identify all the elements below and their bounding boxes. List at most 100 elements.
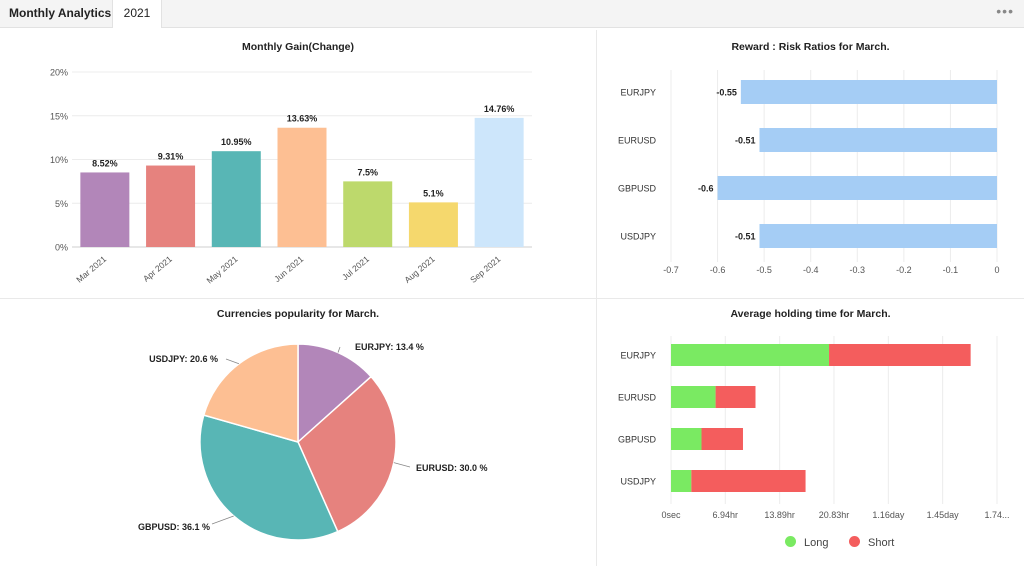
bar-data-label: -0.51 <box>735 232 756 242</box>
horizontal-divider <box>0 298 1024 299</box>
stacked-bar-segment <box>691 470 806 492</box>
bar <box>717 176 997 200</box>
bar <box>474 117 524 247</box>
pie-slice <box>297 375 397 533</box>
x-tick-label: 6.94hr <box>713 510 739 520</box>
tab-monthly-analytics[interactable]: Monthly Analytics <box>9 6 112 20</box>
bar-data-label: 7.5% <box>357 167 378 177</box>
pie-slice <box>297 343 373 444</box>
bar <box>408 202 458 247</box>
y-tick-label: 20% <box>50 68 68 78</box>
currency-popularity-panel: Currencies popularity for March. <box>0 299 596 567</box>
bar <box>343 181 393 247</box>
pie-leader-line <box>211 515 234 525</box>
legend-label-short: Short <box>868 537 895 549</box>
bar-data-label: 14.76% <box>484 104 515 114</box>
bar-data-label: -0.6 <box>698 184 714 194</box>
reward-risk-panel: Reward : Risk Ratios for March. <box>597 30 1024 298</box>
x-tick-label: -0.2 <box>896 265 912 275</box>
pie-slice <box>202 343 299 443</box>
bar <box>277 127 327 247</box>
bar-data-label: -0.51 <box>735 136 756 146</box>
reward-risk-chart: -0.7 -0.6 -0.5 -0.4 -0.3 -0.2 -0.1 0 EURJPY -0.55… <box>618 70 1000 275</box>
top-bar: Monthly Analytics 2021 ••• <box>0 0 1024 28</box>
currency-popularity-chart: EURJPY: 13.4 % EURUSD: 30.0 % GBPUSD: 36.1… <box>138 342 488 541</box>
x-tick-label: 20.83hr <box>819 510 850 520</box>
bar <box>759 224 997 248</box>
x-tick-label: Aug 2021 <box>402 254 437 285</box>
x-tick-label: 13.89hr <box>764 510 795 520</box>
bar <box>740 80 997 104</box>
bar <box>211 151 261 247</box>
x-tick-label: May 2021 <box>205 254 240 286</box>
stacked-bar-segment <box>701 428 743 450</box>
bar-data-label: 10.95% <box>221 137 252 147</box>
currency-popularity-title: Currencies popularity for March. <box>216 308 380 320</box>
legend-item-long[interactable]: Long <box>785 536 828 549</box>
y-tick-label: USDJPY <box>620 477 656 487</box>
x-tick-label: 0 <box>994 265 999 275</box>
x-tick-label: -0.3 <box>850 265 866 275</box>
stacked-bar-segment <box>671 428 702 450</box>
y-tick-label: EURJPY <box>620 351 656 361</box>
bar-data-label: -0.55 <box>716 88 737 98</box>
monthly-gain-title: Monthly Gain(Change) <box>242 41 354 53</box>
pie-data-label: USDJPY: 20.6 % <box>149 354 218 364</box>
y-tick-label: 10% <box>50 155 68 165</box>
x-tick-label: 1.74... <box>984 510 1009 520</box>
legend-dot-long <box>785 536 796 547</box>
x-tick-label: -0.7 <box>663 265 679 275</box>
stacked-bar-segment <box>671 386 716 408</box>
legend-item-short[interactable]: Short <box>849 536 894 549</box>
x-tick-label: -0.4 <box>803 265 819 275</box>
pie-slice <box>199 414 339 541</box>
pie-data-label: EURJPY: 13.4 % <box>355 342 424 352</box>
y-tick-label: EURUSD <box>618 136 657 146</box>
bar <box>146 165 196 247</box>
x-tick-label: Jun 2021 <box>272 254 305 284</box>
y-tick-label: GBPUSD <box>618 435 657 445</box>
reward-risk-title: Reward : Risk Ratios for March. <box>731 41 890 53</box>
holding-time-chart: 0sec 6.94hr 13.89hr 20.83hr 1.16day 1.45day 1.… <box>618 336 1010 520</box>
bar <box>80 172 130 247</box>
pie-leader-line <box>337 346 341 353</box>
monthly-gain-panel: Monthly Gain(Change) <box>0 30 596 298</box>
y-tick-label: GBPUSD <box>618 184 657 194</box>
pie-leader-line <box>225 358 240 365</box>
legend-dot-short <box>849 536 860 547</box>
legend-label-long: Long <box>804 537 829 549</box>
stacked-bar-segment <box>671 470 692 492</box>
more-dots-icon[interactable]: ••• <box>996 3 1014 19</box>
x-tick-label: -0.1 <box>943 265 959 275</box>
tab-year[interactable]: 2021 <box>112 0 162 28</box>
pie-data-label: EURUSD: 30.0 % <box>416 463 488 473</box>
holding-time-legend: Long Short <box>785 536 925 550</box>
x-tick-label: 0sec <box>661 510 681 520</box>
holding-time-title: Average holding time for March. <box>730 308 891 320</box>
bar-data-label: 5.1% <box>423 188 444 198</box>
bar-data-label: 8.52% <box>92 158 118 168</box>
y-tick-label: EURJPY <box>620 88 656 98</box>
stacked-bar-segment <box>671 344 830 366</box>
bar <box>759 128 997 152</box>
holding-time-panel: Average holding time for March. <box>597 299 1024 567</box>
y-tick-label: 5% <box>55 199 68 209</box>
pie-leader-line <box>393 462 411 468</box>
y-tick-label: 0% <box>55 243 68 253</box>
x-tick-label: Jul 2021 <box>340 254 371 282</box>
x-tick-label: 1.16day <box>872 510 905 520</box>
bar-data-label: 9.31% <box>158 152 184 162</box>
y-tick-label: USDJPY <box>620 232 656 242</box>
y-tick-label: 15% <box>50 111 68 121</box>
x-tick-label: Apr 2021 <box>141 254 174 284</box>
x-tick-label: -0.6 <box>710 265 726 275</box>
y-tick-label: EURUSD <box>618 393 657 403</box>
x-tick-label: -0.5 <box>756 265 772 275</box>
x-tick-label: Mar 2021 <box>74 254 108 285</box>
x-tick-label: 1.45day <box>927 510 960 520</box>
pie-data-label: GBPUSD: 36.1 % <box>138 522 210 532</box>
monthly-gain-chart: 0% 5% 10% 15% 20% 8.52% Mar 2021 9.31% Apr 2021 1… <box>50 68 532 286</box>
stacked-bar-segment <box>715 386 756 408</box>
stacked-bar-segment <box>829 344 971 366</box>
